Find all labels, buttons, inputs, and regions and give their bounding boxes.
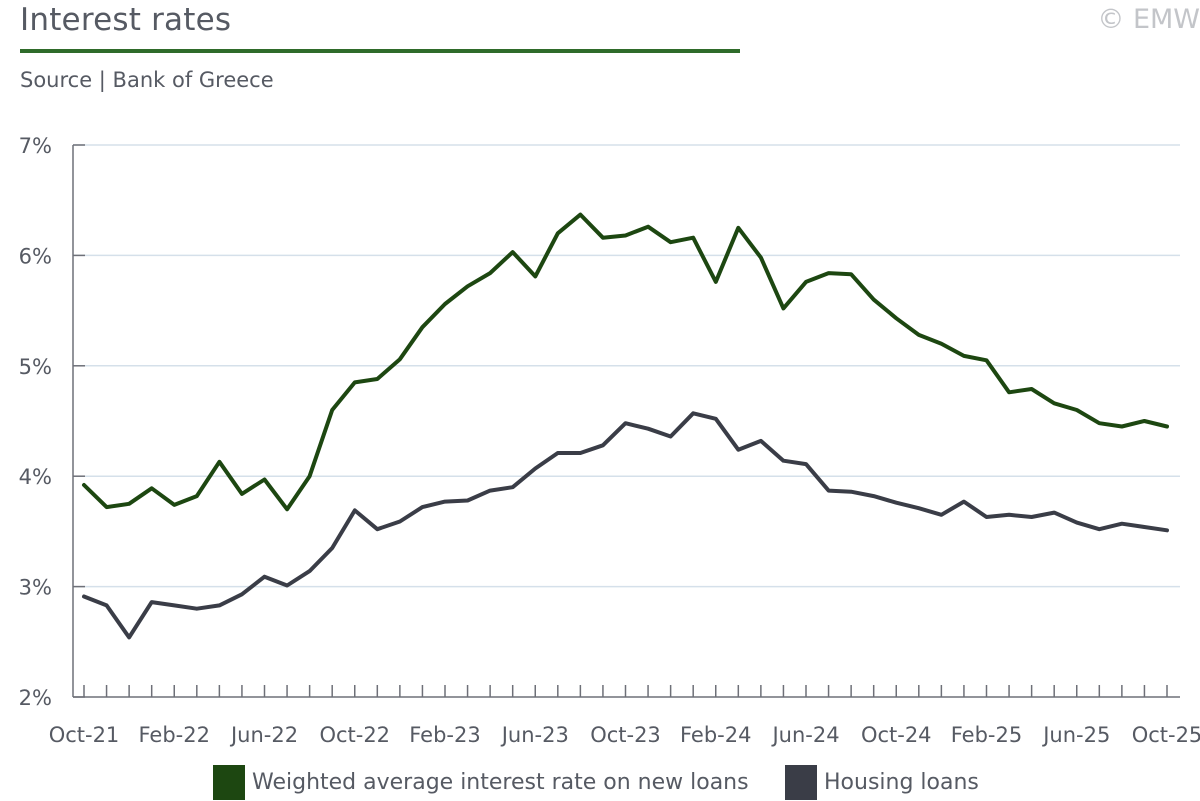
legend-item-new-loans: Weighted average interest rate on new lo…: [213, 765, 749, 800]
y-tick-label: 3%: [19, 576, 52, 600]
x-tick-label: Jun-23: [500, 723, 569, 747]
x-tick-label: Feb-23: [409, 723, 480, 747]
series-line-housing-loans: [82, 411, 1169, 640]
chart-title: Interest rates: [20, 2, 232, 38]
title-underline: [20, 49, 740, 53]
legend-swatch-new-loans: [213, 765, 245, 800]
x-tick-label: Jun-24: [770, 723, 839, 747]
x-tick-label: Oct-22: [319, 723, 390, 747]
source-note: Source | Bank of Greece: [20, 68, 274, 92]
x-tick-label: Jun-22: [229, 723, 298, 747]
legend-item-housing-loans: Housing loans: [785, 765, 979, 800]
y-tick-label: 2%: [19, 686, 52, 710]
x-tick-label: Feb-25: [951, 723, 1022, 747]
x-tick-label: Oct-23: [590, 723, 661, 747]
x-tick-label: Feb-22: [139, 723, 210, 747]
legend-swatch-housing-loans: [785, 765, 817, 800]
legend-label-new-loans: Weighted average interest rate on new lo…: [252, 770, 749, 795]
y-tick-label: 5%: [19, 355, 52, 379]
chart-legend: Weighted average interest rate on new lo…: [0, 765, 1200, 801]
line-chart: 2% 3% 4% 5% 6% 7% Oct-21 Feb-22 Jun-22 Oct-22 Feb-…: [19, 134, 1200, 747]
x-tick-label: Feb-24: [680, 723, 751, 747]
x-tick-label: Oct-25: [1132, 723, 1200, 747]
x-tick-label: Oct-21: [49, 723, 120, 747]
y-tick-label: 6%: [19, 244, 52, 268]
x-tick-label: Oct-24: [861, 723, 932, 747]
series-line-new-loans: [82, 212, 1169, 512]
legend-label-housing-loans: Housing loans: [824, 770, 979, 795]
y-tick-label: 4%: [19, 465, 52, 489]
x-tick-label: Jun-25: [1041, 723, 1110, 747]
y-tick-label: 7%: [19, 134, 52, 158]
copyright-watermark: © EMW: [1097, 4, 1200, 35]
